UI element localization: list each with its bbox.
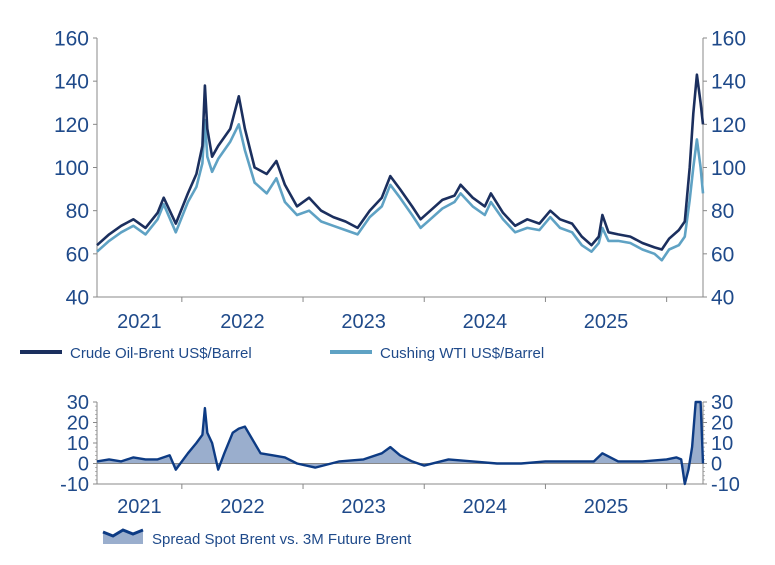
- legend-label-wti: Cushing WTI US$/Barrel: [380, 345, 544, 362]
- x-tick-label: 2023: [341, 496, 386, 518]
- x-tick-label: 2025: [584, 496, 629, 518]
- y-tick-label-right: 10: [711, 433, 733, 455]
- y-tick-label-right: 40: [711, 287, 734, 310]
- y-tick-label-right: 20: [711, 413, 733, 435]
- price-legend: Crude Oil-Brent US$/Barrel Cushing WTI U…: [20, 345, 544, 362]
- x-tick-label: 2021: [117, 311, 162, 333]
- y-tick-label: 160: [54, 28, 89, 51]
- spread-line: [96, 400, 705, 486]
- legend-swatch-spread: [103, 530, 143, 544]
- y-tick-label: 20: [67, 413, 89, 435]
- legend-label-brent: Crude Oil-Brent US$/Barrel: [70, 345, 252, 362]
- x-tick-label: 2021: [117, 496, 162, 518]
- legend-label-spread: Spread Spot Brent vs. 3M Future Brent: [152, 531, 412, 548]
- spread-area: [97, 402, 703, 484]
- y-tick-label-right: 80: [711, 200, 734, 223]
- x-tick-label: 2025: [584, 311, 629, 333]
- y-tick-label: 120: [54, 114, 89, 137]
- y-tick-label-right: 140: [711, 71, 746, 94]
- y-tick-label: 40: [66, 287, 89, 310]
- y-tick-label: 140: [54, 71, 89, 94]
- x-tick-label: 2022: [220, 496, 265, 518]
- legend-swatch-spread-line: [102, 528, 144, 538]
- x-tick-label: 2024: [463, 496, 508, 518]
- price-chart-panel: 40 40 60 60 80 80 100 100 120 120 140 140 160 160 2021…: [54, 28, 746, 333]
- y-tick-label-right: 0: [711, 454, 722, 476]
- y-tick-label-right: 120: [711, 114, 746, 137]
- brent-line: [96, 73, 705, 251]
- y-tick-label-right: 160: [711, 28, 746, 51]
- wti-line: [96, 118, 705, 262]
- y-tick-label: 60: [66, 243, 89, 266]
- y-tick-label: 30: [67, 392, 89, 414]
- x-tick-label: 2023: [341, 311, 386, 333]
- y-tick-label: -10: [60, 474, 89, 496]
- y-tick-label-right: 60: [711, 243, 734, 266]
- x-tick-label: 2024: [463, 311, 508, 333]
- y-tick-label-right: -10: [711, 474, 740, 496]
- y-tick-label: 100: [54, 157, 89, 180]
- y-tick-label-right: 100: [711, 157, 746, 180]
- spread-legend: Spread Spot Brent vs. 3M Future Brent: [102, 528, 412, 548]
- y-tick-label-right: 30: [711, 392, 733, 414]
- y-tick-label: 80: [66, 200, 89, 223]
- y-tick-label: 10: [67, 433, 89, 455]
- y-tick-label: 0: [78, 454, 89, 476]
- x-tick-label: 2022: [220, 311, 265, 333]
